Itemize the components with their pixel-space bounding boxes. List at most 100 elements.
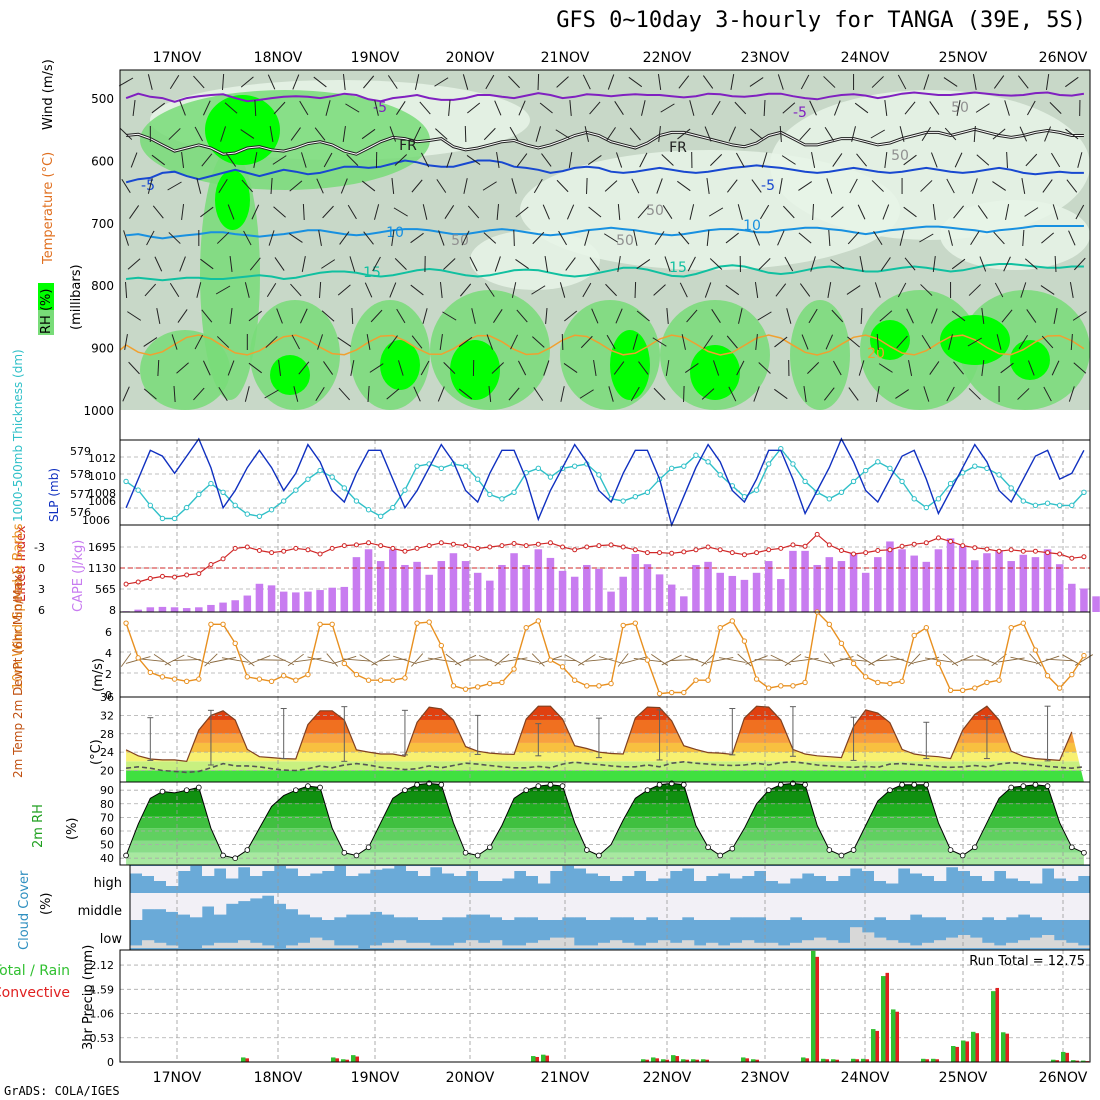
wind-barb [462,74,469,90]
cloud-low-cell [298,942,311,948]
rh-point [402,787,408,793]
thickness-point [790,461,796,467]
wind-barb [338,387,351,401]
wind-barb [292,74,300,90]
surface-wind-point [317,621,323,628]
cape-bar [995,550,1003,612]
cloud-clear-cell [778,893,791,920]
cloud-clear-cell [886,893,899,920]
cape-tick-label: 8 [109,604,116,617]
surface-wind-barb [1045,658,1074,662]
surface-wind-point [147,669,154,676]
wind-barb [946,386,955,402]
wind-barb [606,127,616,141]
rh-band [126,828,1084,841]
cloud-clear-cell [754,866,767,871]
surface-wind-barb [784,653,802,667]
cape-bar [376,561,385,612]
date-top-label: 19NOV [351,50,400,66]
wind-barb [196,178,202,194]
rh-saturated-region [215,170,250,230]
pressure-tick-label: 900 [91,342,114,356]
cloud-low-cell [214,942,227,948]
isotherm-line [119,334,1085,356]
rh-point [487,844,493,851]
cloud-clear-cell [262,866,275,871]
wind-barb [798,181,812,191]
cloud-clear-cell [730,866,743,879]
li-point [196,571,202,577]
cape-tick-label: 565 [95,583,116,596]
wind-barb [269,126,274,142]
thickness-point [1020,498,1027,504]
wind-barb [446,152,453,168]
cloud-clear-cell [874,866,887,881]
thickness-point [644,489,651,496]
wind-barb [351,307,354,325]
cloud-low-cell [994,945,1007,948]
thickness-point [390,504,396,511]
li-point [341,543,347,549]
thickness-point [220,489,226,496]
convective-bar [535,1056,539,1062]
wind-barb [977,205,988,219]
rh-point [1081,849,1087,856]
cloud-low-cell [514,945,527,948]
wind-barb [321,310,335,322]
wind-barb [897,282,907,298]
cloud-clear-cell [514,893,527,918]
wind-barb [846,285,861,295]
wind-barb [735,152,745,168]
wind-barb [658,125,661,143]
cape-bar [619,576,627,612]
wind-barb [467,205,480,219]
cape-bar [631,554,640,612]
thickness-point [850,478,857,485]
rain-bar [931,1058,936,1062]
wind-barb [614,101,624,115]
wind-barb [397,360,404,376]
wind-barb [167,181,182,191]
surface-wind-barb [478,655,501,665]
thickness-point [365,507,372,513]
surface-wind-barb [209,656,237,664]
slp-line [125,437,1085,528]
surface-wind-barb [371,654,391,666]
cloud-clear-cell [994,893,1007,920]
cloud-clear-cell [802,893,815,920]
wind-barb [662,205,673,219]
cloud-clear-cell [1018,893,1031,915]
li-point [353,542,359,548]
precip-tick-label: 1.06 [90,1008,115,1021]
date-bottom-label: 25NOV [939,1070,988,1086]
wind-barb [543,360,550,376]
thickness-point [571,463,578,469]
surface-wind-point [996,677,1002,683]
li-point [293,545,299,551]
convective-bar [855,1059,859,1062]
li-point [438,540,444,546]
cloud-clear-cell [718,893,731,920]
wind-barb [951,258,966,270]
isotherm-label: 10 [743,218,761,234]
surface-wind-barb [577,654,596,666]
wind-barb [544,256,549,272]
wind-barb [687,256,696,272]
thickness-tick-label: 579 [70,445,91,458]
wind-barb [118,77,134,87]
surface-wind-point [1056,685,1063,691]
surface-wind-point [365,677,372,683]
wind-barb [422,308,428,324]
temp-band [126,733,1084,743]
wind-barb [488,385,492,403]
cape-bar [182,608,191,612]
rh-band [126,791,1084,804]
wind-barb [1025,153,1038,167]
cape-bar [170,607,179,612]
wind-barb [314,127,326,141]
wind-barb [129,205,140,219]
rain-bar [241,1057,246,1062]
rh-point [923,781,930,788]
thickness-point [147,502,154,509]
cloud-clear-cell [658,893,671,920]
